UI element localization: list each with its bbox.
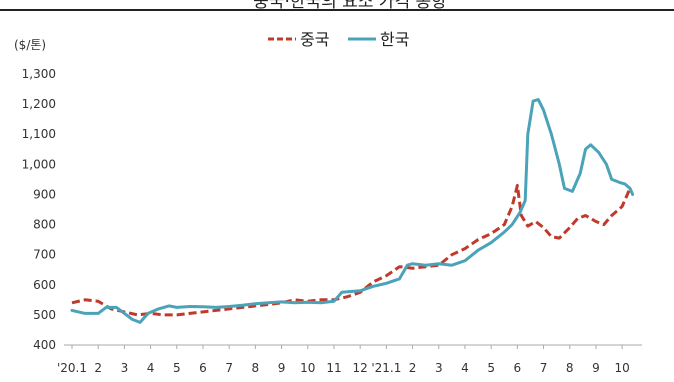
chart-title-text: 중국·한국의 요소 가격 동향	[150, 0, 550, 9]
x-tick-label: 2	[409, 361, 417, 375]
x-tick-label: 3	[435, 361, 443, 375]
x-tick-label: 5	[487, 361, 495, 375]
y-tick-label: 400	[33, 338, 56, 352]
legend-label: 중국	[300, 30, 329, 49]
y-tick-label: 1,300	[22, 67, 56, 81]
y-tick-label: 600	[33, 278, 56, 292]
x-tick-label: 7	[225, 361, 233, 375]
x-tick-label: '20.1	[57, 361, 87, 375]
y-tick-label: 1,100	[22, 127, 56, 141]
x-tick-label: 9	[592, 361, 600, 375]
top-rule	[0, 9, 674, 11]
x-tick-label: 2	[94, 361, 102, 375]
chart-title-clipped: 중국·한국의 요소 가격 동향	[150, 0, 550, 9]
y-tick-label: 1,000	[22, 157, 56, 171]
x-tick-label: 10	[300, 361, 315, 375]
x-tick-label: 10	[615, 361, 630, 375]
x-tick-label: 6	[199, 361, 207, 375]
x-tick-label: 4	[461, 361, 469, 375]
x-tick-label: 4	[147, 361, 155, 375]
x-axis-ticks: '20.1 2 3 4 5 6 7 8 9 10 11 12'21.1 2 3 4 5 6 7 8 9 10	[57, 344, 642, 375]
x-tick-label: 5	[173, 361, 181, 375]
x-tick-label: 11	[326, 361, 341, 375]
x-tick-label: 6	[514, 361, 522, 375]
y-tick-label: 1,200	[22, 97, 56, 111]
x-tick-label: 12	[353, 361, 368, 375]
x-tick-label: 7	[540, 361, 548, 375]
series-layer	[70, 98, 635, 324]
series-line-한국	[70, 98, 635, 324]
y-tick-label: 800	[33, 218, 56, 232]
y-axis-ticks: 400 500 600 700 800 900 1,000 1,100 1,200 1,300	[22, 67, 56, 352]
x-tick-label: 8	[566, 361, 574, 375]
legend: 중국 한국	[268, 30, 409, 49]
x-tick-label: 9	[278, 361, 286, 375]
x-tick-label: '21.1	[371, 361, 401, 375]
legend-label: 한국	[380, 30, 409, 49]
x-tick-label: 8	[252, 361, 260, 375]
y-axis-label: ($/톤)	[14, 38, 46, 52]
y-tick-label: 500	[33, 308, 56, 322]
y-tick-label: 900	[33, 187, 56, 201]
x-tick-label: 3	[121, 361, 129, 375]
y-tick-label: 700	[33, 248, 56, 262]
series-line-중국	[71, 183, 632, 317]
